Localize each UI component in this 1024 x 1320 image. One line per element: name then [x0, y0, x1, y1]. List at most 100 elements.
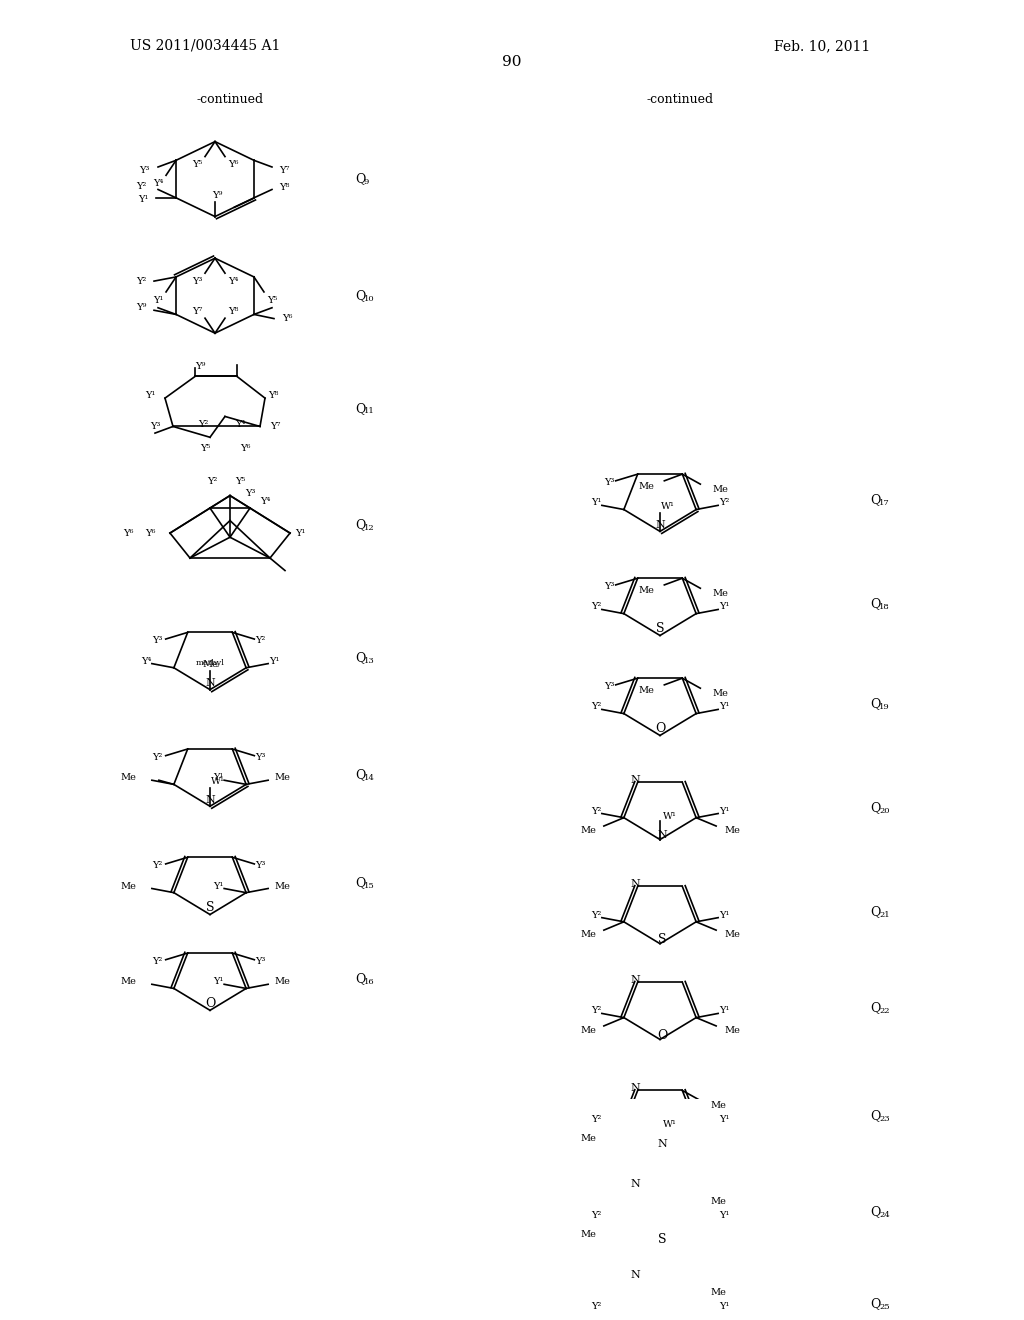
Text: Me: Me	[713, 589, 728, 598]
Text: 17: 17	[879, 499, 890, 507]
Text: Y⁵: Y⁵	[234, 477, 245, 486]
Text: Q: Q	[870, 1205, 881, 1218]
Text: Me: Me	[638, 586, 654, 595]
Text: Q: Q	[355, 972, 366, 985]
Text: Y¹: Y¹	[719, 1210, 729, 1220]
Text: Y¹: Y¹	[144, 391, 156, 400]
Text: N: N	[631, 1270, 641, 1280]
Text: 22: 22	[879, 1007, 890, 1015]
Text: W¹: W¹	[211, 776, 225, 785]
Text: Y²: Y²	[136, 277, 146, 285]
Text: W¹: W¹	[664, 1119, 677, 1129]
Text: Y⁷: Y⁷	[269, 422, 281, 430]
Text: 20: 20	[879, 808, 890, 816]
Text: US 2011/0034445 A1: US 2011/0034445 A1	[130, 38, 281, 53]
Text: Y²: Y²	[255, 636, 265, 645]
Text: N: N	[205, 678, 215, 688]
Text: Y¹: Y¹	[719, 1006, 729, 1015]
Text: Me: Me	[120, 882, 136, 891]
Text: N: N	[631, 879, 641, 888]
Text: Me: Me	[580, 1026, 596, 1035]
Text: Y²: Y²	[591, 807, 601, 816]
Text: Me: Me	[713, 689, 728, 698]
Text: Q: Q	[355, 173, 366, 186]
Text: Me: Me	[711, 1197, 726, 1205]
Text: 21: 21	[879, 911, 890, 919]
Text: Y⁴: Y⁴	[234, 420, 245, 429]
Text: Y⁸: Y⁸	[268, 391, 279, 400]
Text: Y¹: Y¹	[269, 656, 280, 665]
Text: -continued: -continued	[646, 94, 714, 107]
Text: Q: Q	[870, 494, 881, 507]
Text: Y²: Y²	[591, 702, 601, 711]
Text: Me: Me	[724, 929, 740, 939]
Text: -continued: -continued	[197, 94, 263, 107]
Text: Me: Me	[724, 826, 740, 834]
Text: Q: Q	[870, 1110, 881, 1122]
Text: Y³: Y³	[191, 277, 202, 286]
Text: Q: Q	[870, 906, 881, 919]
Text: Y⁷: Y⁷	[279, 166, 289, 174]
Text: Y²: Y²	[719, 499, 729, 507]
Text: O: O	[656, 1028, 668, 1041]
Text: Me: Me	[274, 774, 290, 783]
Text: Me: Me	[580, 1134, 596, 1143]
Text: Y³: Y³	[245, 488, 255, 498]
Text: 18: 18	[879, 603, 890, 611]
Text: Me: Me	[711, 1101, 726, 1110]
Text: Y⁹: Y⁹	[195, 362, 205, 371]
Text: Me: Me	[202, 660, 218, 669]
Text: Q: Q	[870, 598, 881, 610]
Text: Me: Me	[724, 1026, 740, 1035]
Text: Y⁶: Y⁶	[123, 528, 133, 537]
Text: Y³: Y³	[153, 636, 163, 645]
Text: Y⁴: Y⁴	[140, 656, 152, 665]
Text: Y²: Y²	[591, 1006, 601, 1015]
Text: Y²: Y²	[591, 1114, 601, 1123]
Text: Y²: Y²	[136, 182, 146, 190]
Text: Q: Q	[870, 1298, 881, 1309]
Text: Y³: Y³	[255, 861, 265, 870]
Text: Q: Q	[870, 697, 881, 710]
Text: Y⁵: Y⁵	[267, 296, 278, 305]
Text: Q: Q	[355, 401, 366, 414]
Text: Y⁶: Y⁶	[240, 444, 250, 453]
Text: O: O	[205, 997, 215, 1010]
Text: Q: Q	[355, 768, 366, 781]
Text: Y⁵: Y⁵	[200, 444, 210, 453]
Text: Q: Q	[355, 289, 366, 302]
Text: Y⁴: Y⁴	[260, 496, 270, 506]
Text: Y²: Y²	[153, 957, 163, 966]
Text: Y⁴: Y⁴	[227, 277, 239, 286]
Text: Y³: Y³	[255, 752, 265, 762]
Text: S: S	[655, 622, 665, 635]
Text: Y¹: Y¹	[719, 702, 729, 711]
Text: Y³: Y³	[604, 682, 614, 692]
Text: 16: 16	[364, 978, 375, 986]
Text: S: S	[657, 933, 667, 946]
Text: Feb. 10, 2011: Feb. 10, 2011	[774, 38, 870, 53]
Text: Me: Me	[120, 774, 136, 783]
Text: Y³: Y³	[604, 478, 614, 487]
Text: Q: Q	[870, 1002, 881, 1014]
Text: Q: Q	[870, 801, 881, 814]
Text: Y¹: Y¹	[138, 195, 148, 205]
Text: 23: 23	[879, 1115, 890, 1123]
Text: W¹: W¹	[664, 812, 677, 821]
Text: Me: Me	[274, 882, 290, 891]
Text: Y⁸: Y⁸	[279, 183, 289, 193]
Text: S: S	[657, 1233, 667, 1246]
Text: 19: 19	[879, 704, 890, 711]
Text: O: O	[654, 722, 666, 735]
Text: Y¹: Y¹	[213, 882, 223, 891]
Text: 10: 10	[364, 294, 375, 304]
Text: Y⁴: Y⁴	[153, 180, 163, 189]
Text: Y¹: Y¹	[719, 1302, 729, 1311]
Text: Me: Me	[638, 686, 654, 696]
Text: Y¹: Y¹	[591, 499, 601, 507]
Text: Me: Me	[580, 1230, 596, 1238]
Text: N: N	[631, 1179, 641, 1189]
Text: Y³: Y³	[255, 957, 265, 966]
Text: 12: 12	[364, 524, 375, 532]
Text: Q: Q	[355, 519, 366, 531]
